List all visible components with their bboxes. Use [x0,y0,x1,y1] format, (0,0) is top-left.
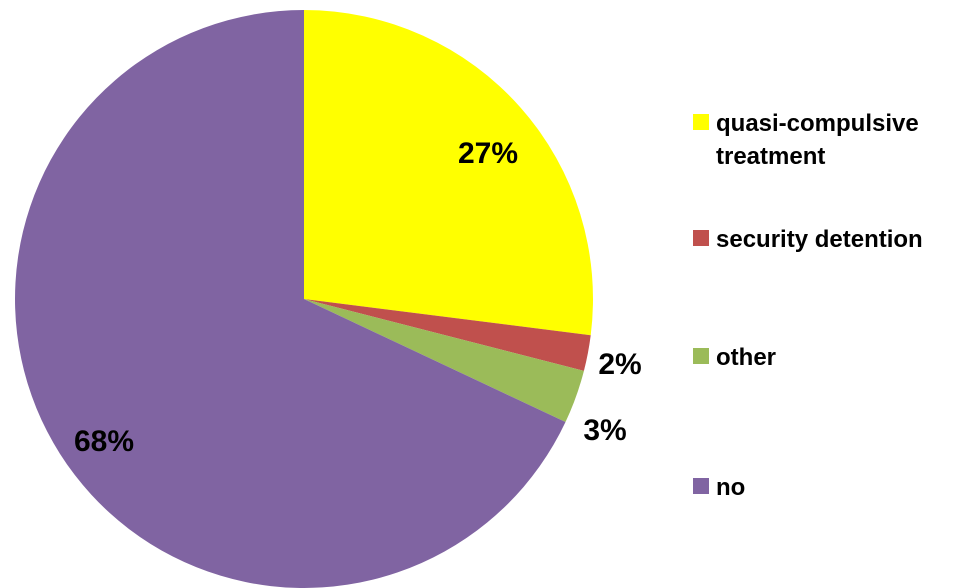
legend: quasi-compulsive treatment security detent… [693,110,923,501]
legend-swatch-no [693,478,709,494]
data-label-quasi-compulsive-treatment: 27% [458,137,518,170]
pie-slice-other [304,299,584,423]
data-label-security-detention: 2% [598,348,641,381]
legend-label-line: quasi-compulsive [716,110,919,137]
legend-swatch-security-detention [693,230,709,246]
pie-slices [15,10,593,588]
legend-item-security-detention: security detention [693,226,923,253]
pie-slice-security-detention [304,299,591,371]
legend-label-no: no [716,474,745,501]
legend-label-quasi-compulsive-treatment: quasi-compulsive treatment [716,110,919,170]
legend-label-security-detention: security detention [716,226,923,253]
legend-item-other: other [693,344,776,371]
legend-label-line: treatment [716,143,825,170]
legend-label-line: security detention [716,226,923,253]
legend-swatch-quasi-compulsive-treatment [693,114,709,130]
legend-label-line: no [716,474,745,501]
data-labels: 27% 2% 3% 68% [74,137,642,458]
data-label-no: 68% [74,425,134,458]
legend-swatch-other [693,348,709,364]
pie-slice-no [15,10,566,588]
legend-item-no: no [693,474,745,501]
data-label-other: 3% [583,414,626,447]
pie-slice-quasi-compulsive-treatment [304,10,593,336]
legend-label-line: other [716,344,776,371]
legend-item-quasi-compulsive-treatment: quasi-compulsive treatment [693,110,919,170]
legend-label-other: other [716,344,776,371]
